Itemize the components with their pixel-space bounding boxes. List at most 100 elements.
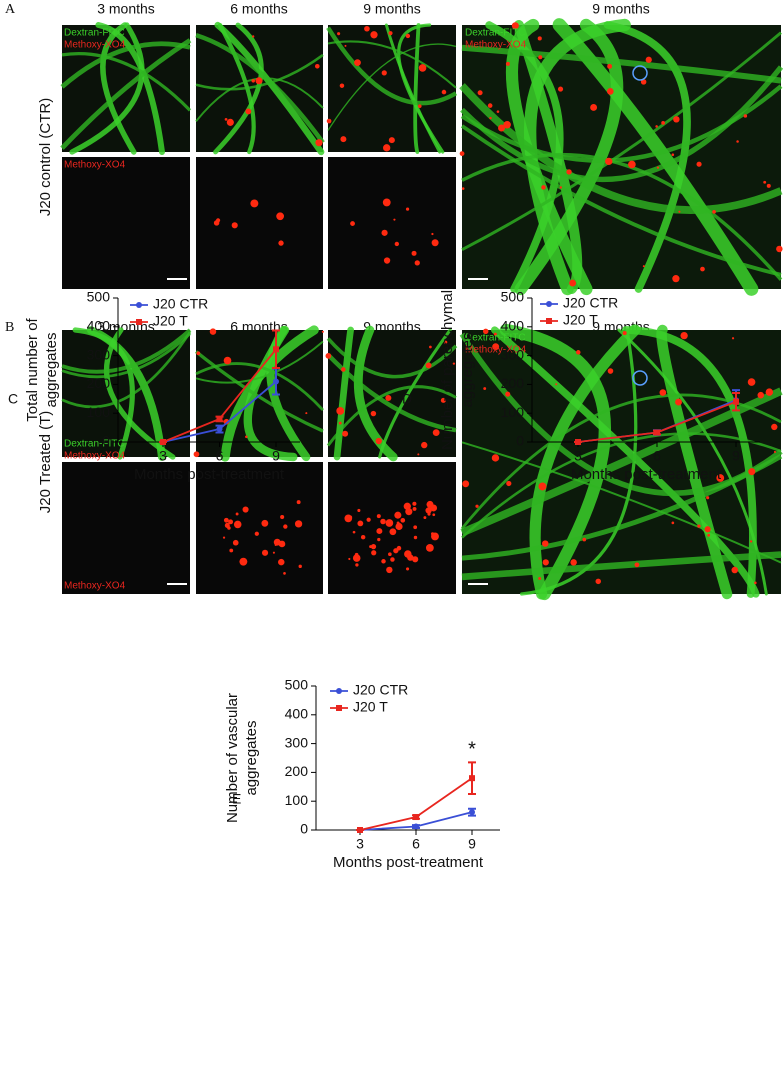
- deposit: [628, 160, 636, 169]
- deposit: [393, 548, 399, 554]
- deposit: [582, 537, 587, 542]
- vessel: [61, 331, 192, 409]
- deposit: [261, 519, 269, 527]
- deposit: [355, 563, 359, 567]
- deposit: [475, 504, 479, 508]
- y-axis-label: aggregates: [243, 720, 260, 795]
- deposit: [418, 64, 427, 72]
- vessel: [524, 18, 631, 296]
- deposit: [344, 44, 347, 47]
- deposit: [223, 356, 232, 365]
- marker-circle: [632, 370, 648, 386]
- vessel: [60, 38, 192, 150]
- point: [273, 346, 279, 353]
- deposit: [538, 55, 543, 60]
- deposit: [680, 331, 688, 340]
- deposit: [339, 83, 345, 88]
- x-tick-label: 9: [468, 836, 476, 852]
- deposit: [671, 153, 675, 156]
- deposit: [704, 526, 711, 533]
- deposit: [423, 516, 427, 520]
- deposit: [426, 500, 434, 508]
- deposit: [443, 340, 448, 344]
- deposit: [559, 186, 563, 189]
- deposit: [622, 331, 627, 336]
- vessel: [61, 328, 192, 374]
- deposit: [754, 581, 757, 585]
- vessel: [461, 44, 782, 84]
- deposit: [386, 566, 393, 574]
- panel-letter: E: [232, 791, 241, 807]
- deposit: [432, 429, 440, 437]
- deposit: [413, 535, 418, 540]
- panel-letter: C: [8, 391, 18, 407]
- y-axis-label: aggregates: [459, 332, 476, 407]
- deposit: [412, 501, 417, 506]
- y-tick-label: 500: [501, 289, 525, 305]
- deposit: [700, 266, 705, 272]
- deposit: [748, 468, 756, 476]
- vessel: [461, 152, 783, 281]
- deposit: [242, 506, 249, 513]
- vessel: [529, 324, 641, 600]
- y-tick-label: 500: [87, 289, 111, 305]
- deposit: [336, 406, 345, 415]
- deposit: [229, 548, 234, 553]
- y-axis-label: Number of vascular: [224, 693, 241, 823]
- deposit: [276, 212, 285, 221]
- deposit: [395, 522, 403, 531]
- deposit: [385, 394, 392, 402]
- deposit: [232, 539, 239, 546]
- deposit: [222, 536, 226, 539]
- deposit: [388, 31, 393, 36]
- stain-label: Methoxy-XO4: [64, 451, 126, 462]
- deposit: [440, 397, 446, 403]
- deposit: [325, 353, 332, 359]
- panel-letter: B: [5, 320, 14, 335]
- deposit: [493, 332, 497, 336]
- deposit: [278, 558, 285, 566]
- deposit: [341, 367, 346, 372]
- deposit: [223, 517, 229, 523]
- column-header: 9 months: [592, 1, 650, 17]
- deposit: [731, 337, 735, 340]
- deposit: [381, 70, 387, 76]
- deposit: [606, 88, 614, 95]
- legend-label: J20 CTR: [153, 296, 208, 312]
- deposit: [224, 117, 228, 121]
- legend-marker: [136, 302, 142, 308]
- y-axis-label: aggregates: [43, 332, 60, 407]
- deposit: [370, 410, 377, 417]
- vessel: [461, 432, 782, 539]
- deposit: [771, 423, 778, 431]
- legend-marker: [136, 319, 142, 325]
- deposit: [252, 35, 255, 38]
- vessel: [217, 22, 256, 155]
- deposit: [590, 104, 598, 111]
- deposit: [283, 572, 286, 575]
- y-tick-label: 100: [87, 404, 111, 420]
- x-tick-label: 9: [272, 448, 280, 464]
- deposit: [390, 557, 395, 562]
- deposit: [245, 108, 252, 115]
- point: [469, 775, 475, 782]
- deposit: [364, 25, 370, 32]
- deposit: [634, 562, 640, 568]
- vessel: [461, 31, 782, 251]
- deposit: [370, 31, 378, 39]
- image-bottom: [328, 157, 456, 289]
- deposit: [429, 345, 432, 349]
- deposit: [487, 103, 493, 108]
- deposit: [431, 532, 439, 541]
- x-axis-label: Months post-treatment: [333, 854, 484, 871]
- deposit: [496, 110, 500, 113]
- deposit: [673, 116, 680, 123]
- deposit: [357, 520, 364, 527]
- deposit: [707, 533, 711, 537]
- deposit: [283, 524, 288, 529]
- deposit: [376, 528, 383, 535]
- deposit: [557, 86, 564, 92]
- deposit: [432, 513, 436, 517]
- deposit: [505, 61, 510, 66]
